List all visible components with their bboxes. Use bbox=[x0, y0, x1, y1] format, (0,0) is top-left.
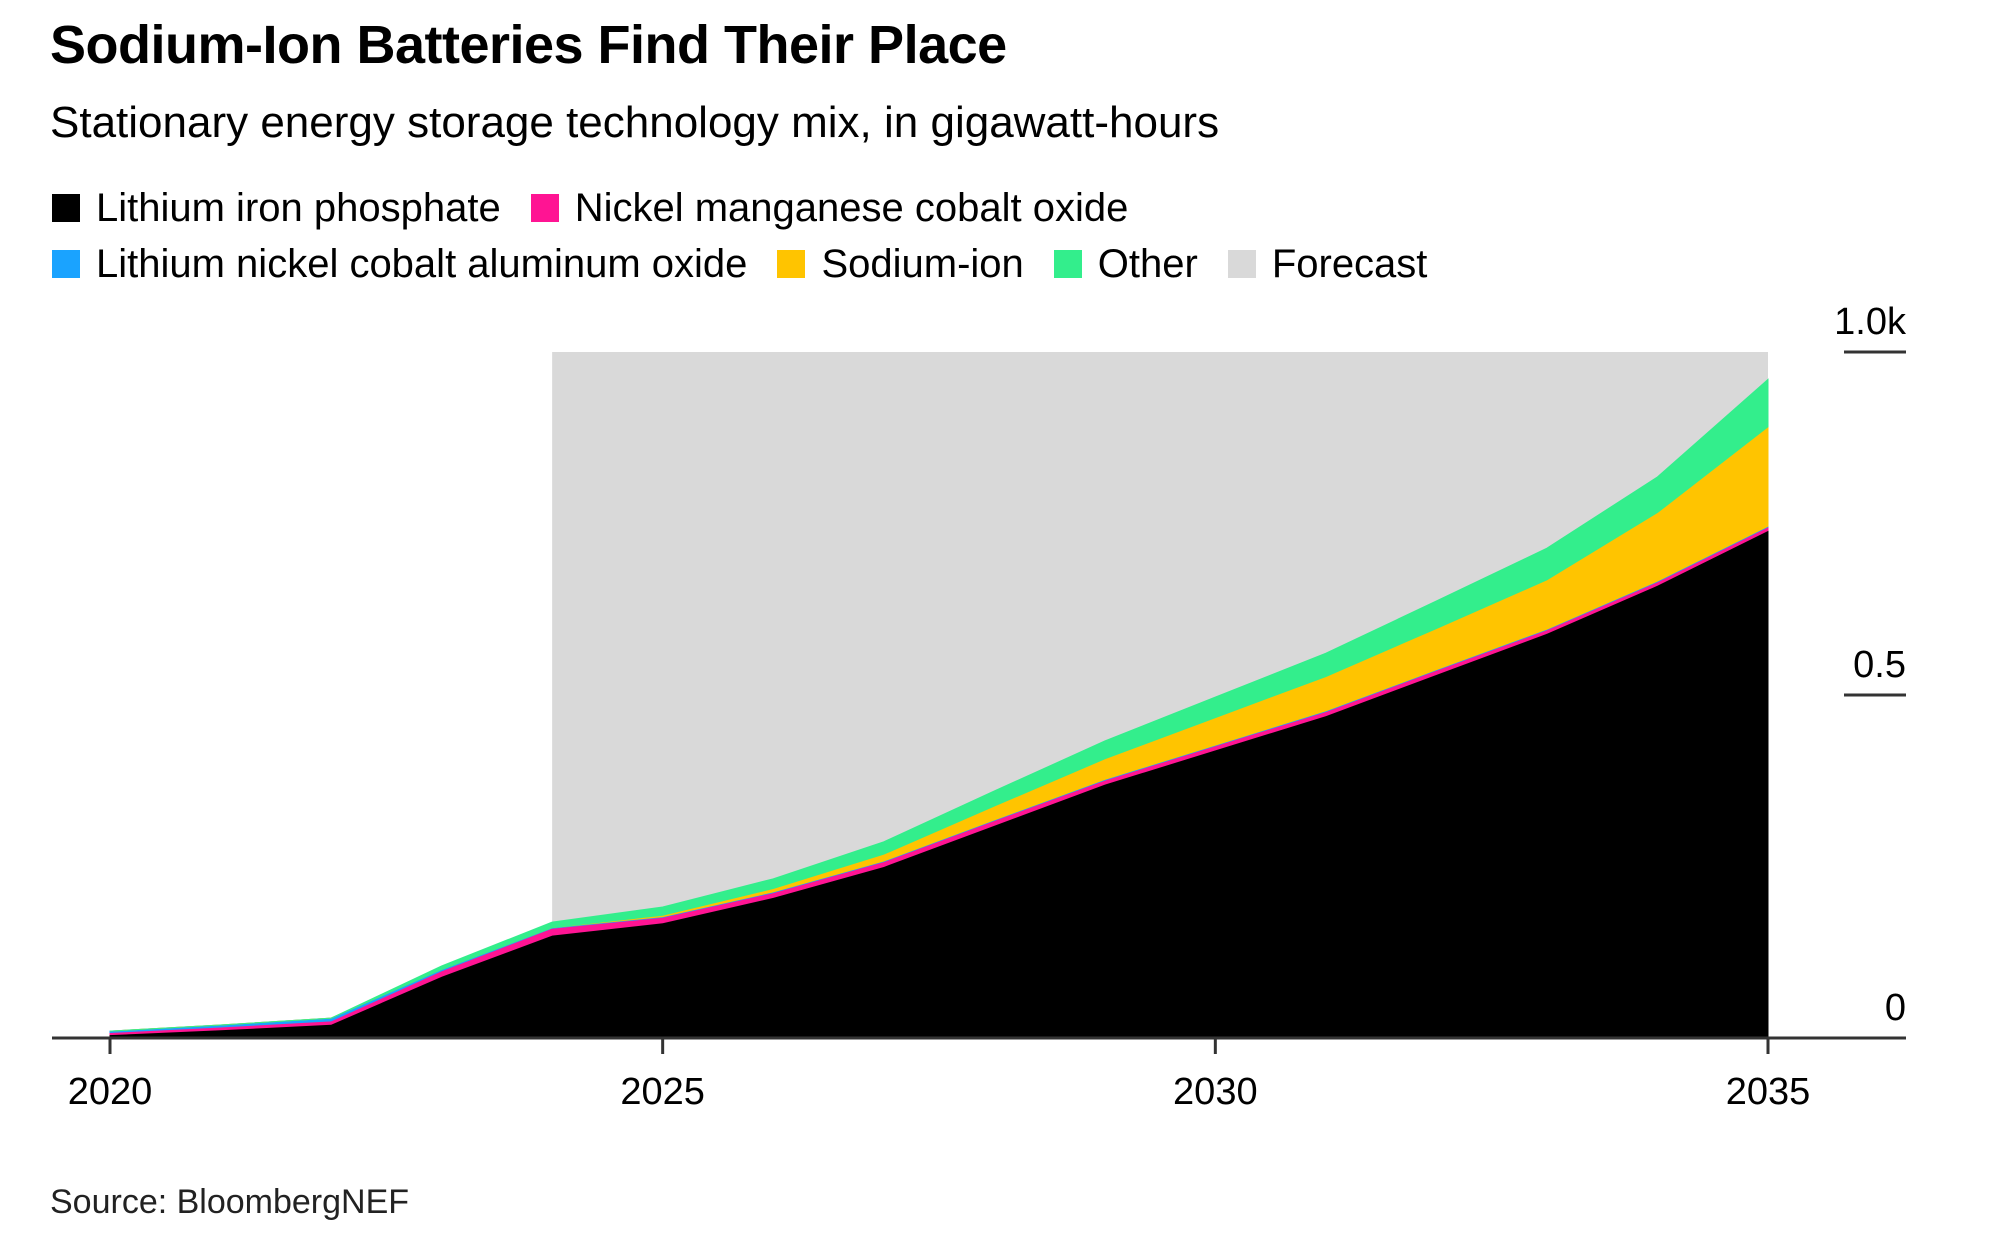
legend-row-2: Lithium nickel cobalt aluminum oxide Sod… bbox=[52, 236, 1752, 292]
legend-label: Forecast bbox=[1271, 241, 1428, 286]
legend-item-sodium-ion: Sodium-ion bbox=[777, 241, 1024, 287]
legend-swatch bbox=[52, 250, 80, 278]
legend-item-lithium-iron-phosphate: Lithium iron phosphate bbox=[52, 186, 501, 231]
y-tick-label-0.5: 0.5 bbox=[1853, 644, 1906, 686]
x-tick-label-2025: 2025 bbox=[620, 1071, 705, 1113]
x-tick-label-2020: 2020 bbox=[68, 1071, 153, 1113]
y-tick-label-1.0k: 1.0k bbox=[1834, 301, 1907, 343]
legend-item-lithium-nickel-cobalt-aluminum-oxide: Lithium nickel cobalt aluminum oxide bbox=[52, 242, 747, 287]
series-area-other bbox=[109, 378, 1769, 1032]
x-tick-label-2030: 2030 bbox=[1173, 1071, 1258, 1113]
legend-swatch bbox=[777, 250, 806, 278]
legend-row-1: Lithium iron phosphate Nickel manganese … bbox=[52, 180, 1752, 236]
x-tick-label-2035: 2035 bbox=[1726, 1071, 1811, 1113]
legend-label: Other bbox=[1097, 241, 1198, 286]
legend-swatch bbox=[1053, 250, 1082, 278]
legend-item-forecast: Forecast bbox=[1227, 241, 1428, 287]
legend-label: Nickel manganese cobalt oxide bbox=[574, 185, 1129, 230]
legend-item-other: Other bbox=[1053, 241, 1198, 287]
chart-title: Sodium-Ion Batteries Find Their Place bbox=[50, 15, 1007, 75]
legend-label: Sodium-ion bbox=[821, 241, 1024, 286]
legend-label: Lithium nickel cobalt aluminum oxide bbox=[96, 241, 748, 286]
source-note: Source: BloombergNEF bbox=[50, 1183, 410, 1221]
legend-item-nickel-manganese-cobalt-oxide: Nickel manganese cobalt oxide bbox=[530, 185, 1129, 231]
legend-swatch bbox=[52, 194, 80, 222]
legend-label: Lithium iron phosphate bbox=[96, 185, 501, 230]
chart-subtitle: Stationary energy storage technology mix… bbox=[50, 98, 1220, 147]
chart-legend: Lithium iron phosphate Nickel manganese … bbox=[52, 180, 1752, 292]
y-tick-label-0: 0 bbox=[1885, 987, 1906, 1029]
legend-swatch bbox=[1227, 250, 1256, 278]
legend-swatch bbox=[530, 194, 559, 222]
